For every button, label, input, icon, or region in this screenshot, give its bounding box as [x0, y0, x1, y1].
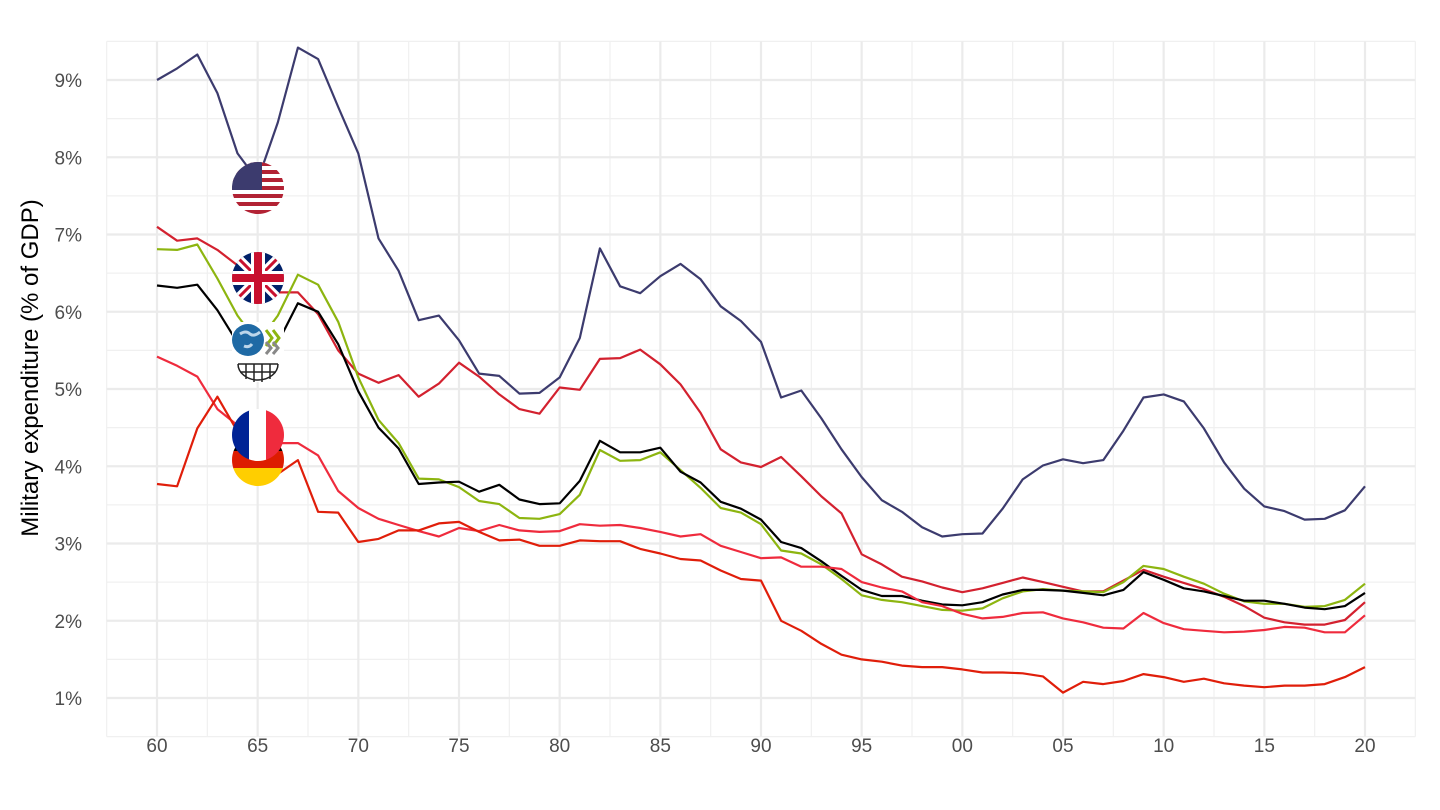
x-tick-label: 70	[348, 736, 369, 757]
x-tick-label: 85	[650, 736, 671, 757]
y-tick-label: 1%	[55, 689, 83, 710]
series-icons	[232, 162, 284, 486]
x-tick-label: 05	[1052, 736, 1073, 757]
y-tick-label: 7%	[55, 226, 83, 247]
y-tick-label: 8%	[55, 148, 83, 169]
series-line-united-kingdom	[156, 225, 1366, 626]
series-line-united-states	[156, 46, 1366, 538]
oecd-logo-icon	[232, 322, 284, 358]
series-line-oecd	[156, 243, 1366, 612]
x-tick-label: 75	[448, 736, 469, 757]
us-flag-icon	[232, 162, 284, 214]
y-tick-label: 9%	[55, 71, 83, 92]
series-line-germany	[156, 395, 1366, 694]
x-tick-label: 95	[851, 736, 872, 757]
x-tick-label: 10	[1153, 736, 1174, 757]
x-tick-label: 20	[1354, 736, 1375, 757]
gridlines	[106, 40, 1416, 738]
x-tick-label: 90	[750, 736, 771, 757]
uk-flag-icon	[232, 252, 284, 304]
y-tick-label: 2%	[55, 612, 83, 633]
x-tick-label: 65	[247, 736, 268, 757]
series-lines	[156, 46, 1366, 694]
series-line-france	[156, 355, 1366, 634]
y-axis-ticks: 1% 2% 3% 4% 5% 6% 7% 8% 9%	[55, 71, 83, 710]
x-axis-ticks: 60 65 70 75 80 85 90 95 00 05 10 15 20	[146, 736, 1375, 757]
series-line-world	[156, 283, 1366, 611]
y-tick-label: 6%	[55, 303, 83, 324]
x-tick-label: 80	[549, 736, 570, 757]
world-globe-icon	[232, 358, 284, 382]
x-tick-label: 00	[952, 736, 973, 757]
x-tick-label: 15	[1254, 736, 1275, 757]
y-axis-label: Military expenditure (% of GDP)	[17, 199, 44, 536]
y-tick-label: 3%	[55, 535, 83, 556]
y-tick-label: 4%	[55, 457, 83, 478]
france-flag-icon	[232, 409, 284, 461]
y-tick-label: 5%	[55, 380, 83, 401]
x-tick-label: 60	[146, 736, 167, 757]
